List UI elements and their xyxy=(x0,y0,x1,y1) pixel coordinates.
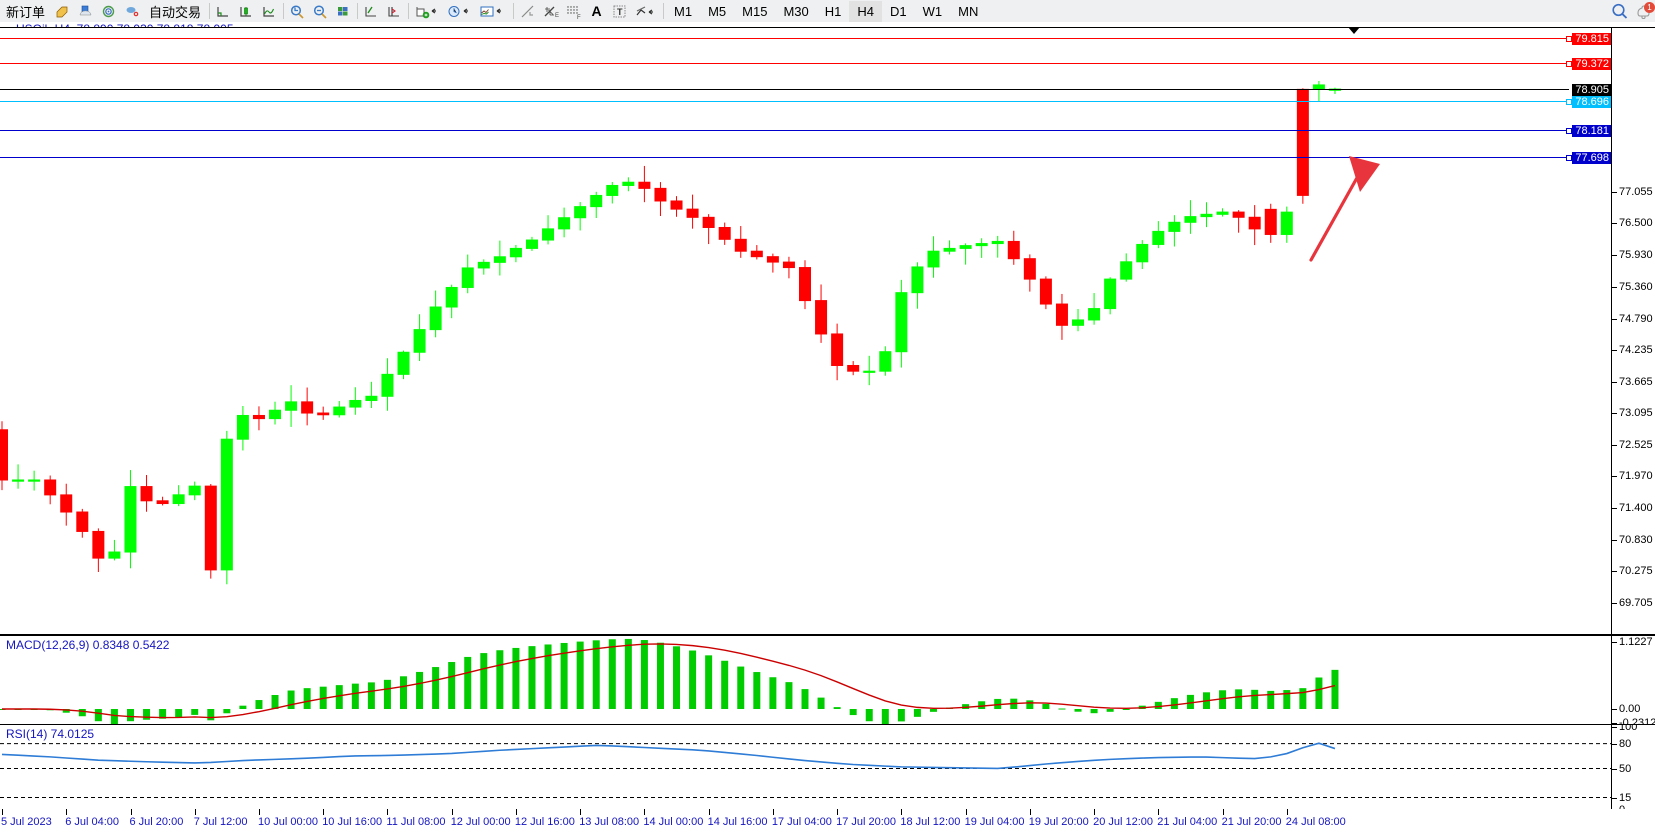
svg-text:F: F xyxy=(577,15,581,21)
svg-text:E: E xyxy=(555,13,559,19)
svg-text:T: T xyxy=(617,7,623,17)
